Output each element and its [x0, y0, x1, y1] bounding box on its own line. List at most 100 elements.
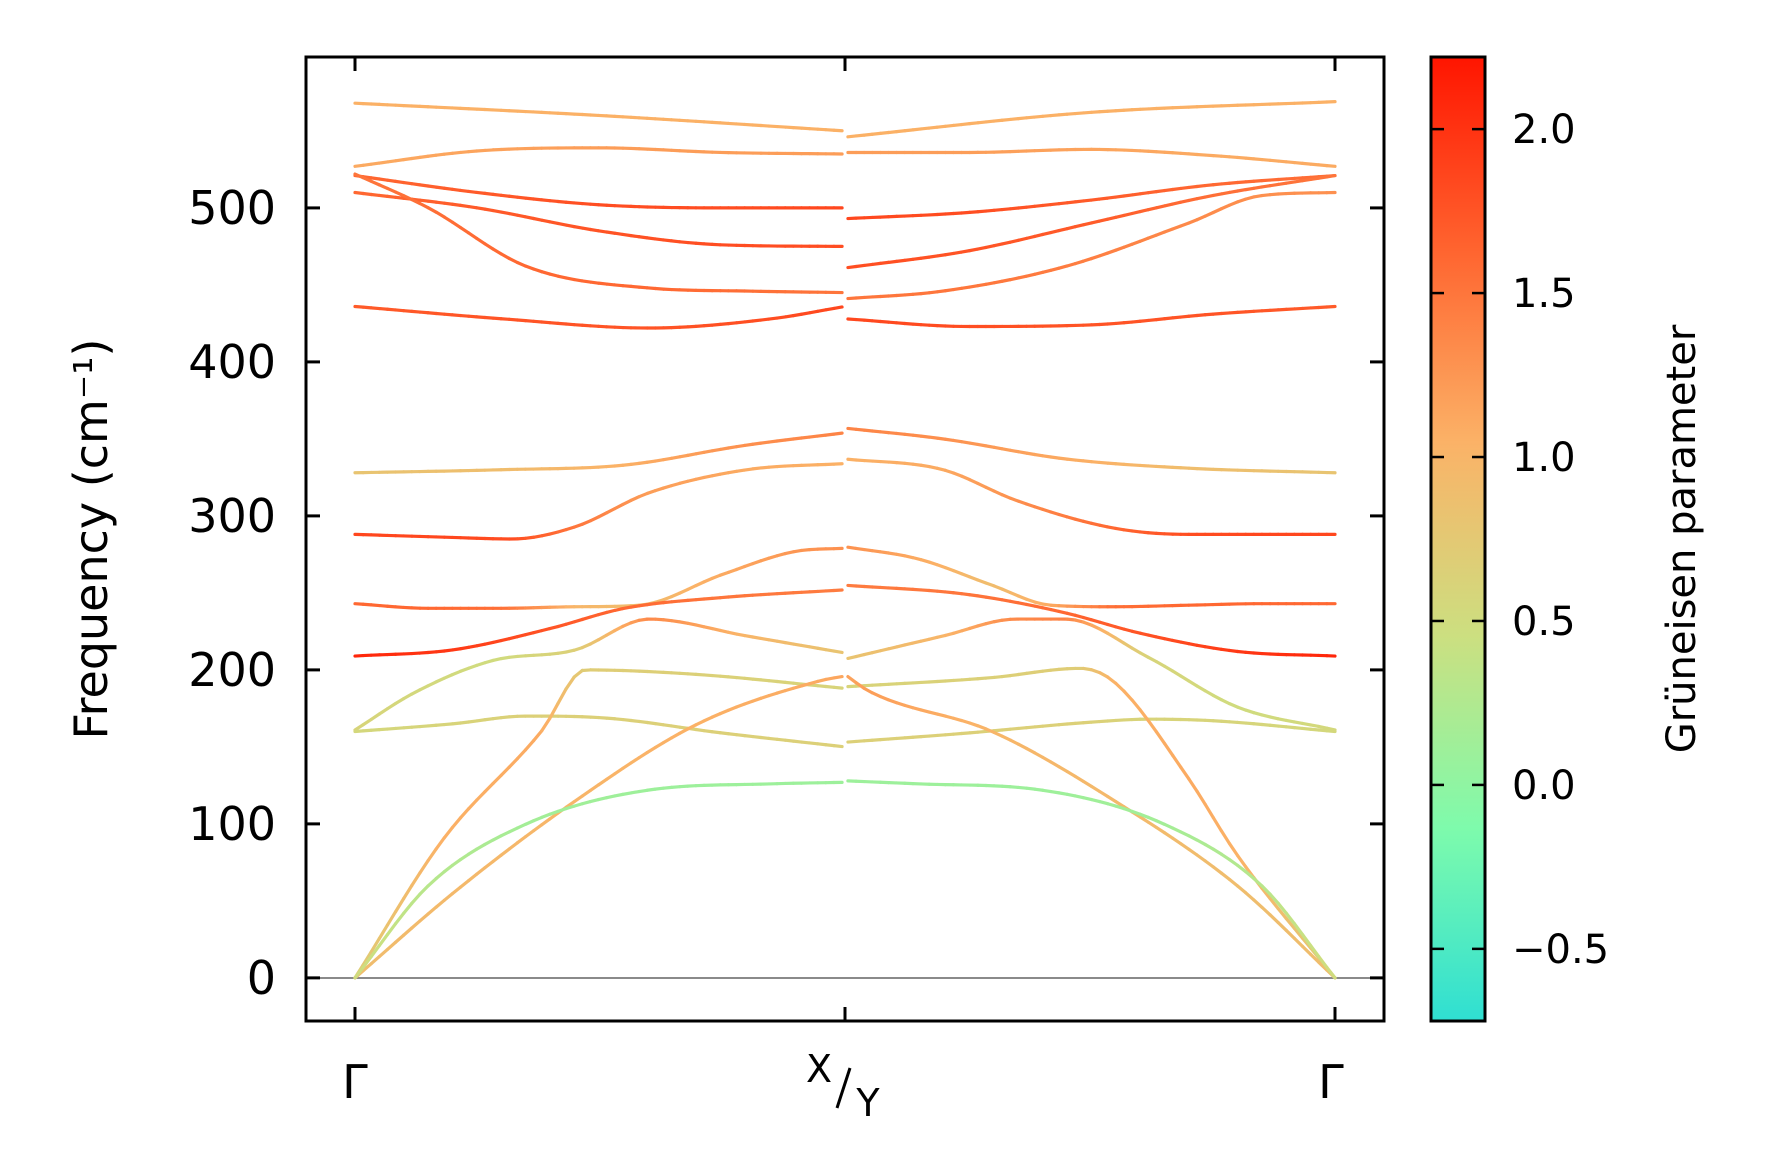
band-segment: [846, 426, 1337, 475]
band-piece: [1244, 870, 1256, 881]
band-piece: [450, 220, 463, 230]
colorbar: −0.5 0.0 0.5 1.0 1.5 2.0 Grüneisen parameter: [1429, 55, 1705, 1023]
band-segment: [846, 583, 1337, 658]
band-piece: [418, 884, 430, 896]
band-piece: [1292, 926, 1305, 940]
band-piece: [1211, 865, 1223, 875]
band-piece: [426, 847, 438, 863]
colorbar-gradient: [1429, 55, 1487, 1023]
band-piece: [515, 748, 528, 761]
band-piece: [588, 783, 601, 793]
band-piece: [1162, 741, 1175, 757]
x-ticks: [353, 57, 1337, 1021]
band-piece: [1219, 871, 1232, 882]
band-piece: [832, 685, 844, 690]
band-piece: [1179, 842, 1191, 851]
band-piece: [629, 756, 641, 765]
band-piece: [450, 857, 463, 867]
band-piece: [458, 879, 471, 889]
band-segment: [846, 304, 1337, 329]
band-piece: [572, 668, 584, 679]
band-piece: [434, 870, 446, 881]
band-piece: [832, 305, 844, 310]
band-segment: [353, 431, 844, 475]
band-piece: [483, 781, 495, 794]
band-piece: [548, 701, 560, 720]
band-piece: [613, 766, 625, 776]
band-piece: [531, 823, 544, 833]
x-tick-label-gamma-start: Γ: [342, 1055, 368, 1109]
band-segment: [353, 617, 844, 732]
band-piece: [418, 912, 430, 923]
band-piece: [548, 811, 560, 821]
band-piece: [1187, 847, 1199, 857]
band-piece: [410, 892, 422, 905]
band-piece: [1268, 896, 1280, 911]
band-piece: [1317, 954, 1329, 970]
band-piece: [385, 922, 398, 937]
band-piece: [596, 777, 609, 787]
phonon-bands: [353, 100, 1337, 980]
band-piece: [1317, 960, 1329, 972]
band-piece: [1227, 841, 1240, 858]
band-piece: [1276, 901, 1288, 915]
band-segment: [353, 146, 844, 168]
y-tick-label: 500: [188, 181, 276, 235]
band-piece: [442, 215, 455, 224]
band-piece: [377, 932, 390, 948]
band-segment: [353, 101, 844, 133]
band-piece: [1260, 905, 1272, 917]
band-piece: [515, 835, 528, 845]
band-piece: [1235, 863, 1248, 874]
band-piece: [1268, 892, 1280, 905]
band-segment: [846, 717, 1337, 744]
band-piece: [832, 649, 844, 655]
band-piece: [402, 901, 414, 915]
band-piece: [442, 863, 455, 874]
band-piece: [1235, 884, 1248, 895]
band-piece: [832, 128, 844, 133]
band-piece: [1179, 765, 1191, 781]
band-piece: [507, 841, 519, 851]
band-piece: [450, 885, 463, 896]
band-piece: [832, 431, 844, 436]
band-piece: [1325, 173, 1337, 179]
band-piece: [369, 954, 381, 966]
band-piece: [353, 723, 365, 732]
band-piece: [540, 817, 552, 827]
band-piece: [556, 687, 568, 706]
band-piece: [1300, 944, 1313, 956]
band-piece: [353, 965, 365, 980]
y-ticks: 0 100 200 300 400 500: [188, 181, 1384, 1005]
band-piece: [434, 898, 446, 909]
band-piece: [1219, 829, 1232, 846]
band-piece: [442, 892, 455, 902]
band-piece: [369, 943, 381, 959]
band-piece: [483, 859, 495, 870]
y-tick-label: 400: [188, 335, 276, 389]
colorbar-ticks: −0.5 0.0 0.5 1.0 1.5 2.0: [1431, 107, 1609, 973]
band-piece: [1187, 777, 1199, 793]
colorbar-tick-label: 1.5: [1512, 271, 1576, 317]
band-piece: [507, 757, 519, 769]
band-piece: [418, 859, 430, 875]
band-piece: [410, 919, 422, 930]
band-piece: [361, 950, 373, 967]
band-piece: [1203, 802, 1215, 820]
band-segment: [846, 190, 1337, 301]
y-tick-label: 0: [247, 951, 276, 1005]
band-piece: [1276, 920, 1288, 933]
band-piece: [1146, 820, 1159, 830]
band-piece: [1284, 911, 1297, 926]
band-piece: [1284, 916, 1297, 931]
band-piece: [467, 231, 479, 241]
band-piece: [1252, 876, 1264, 888]
band-piece: [1162, 831, 1175, 840]
band-piece: [523, 739, 536, 752]
band-piece: [605, 772, 617, 781]
band-segment: [353, 172, 844, 295]
band-piece: [1325, 965, 1337, 980]
band-segment: [846, 545, 1337, 609]
band-piece: [1146, 718, 1159, 734]
